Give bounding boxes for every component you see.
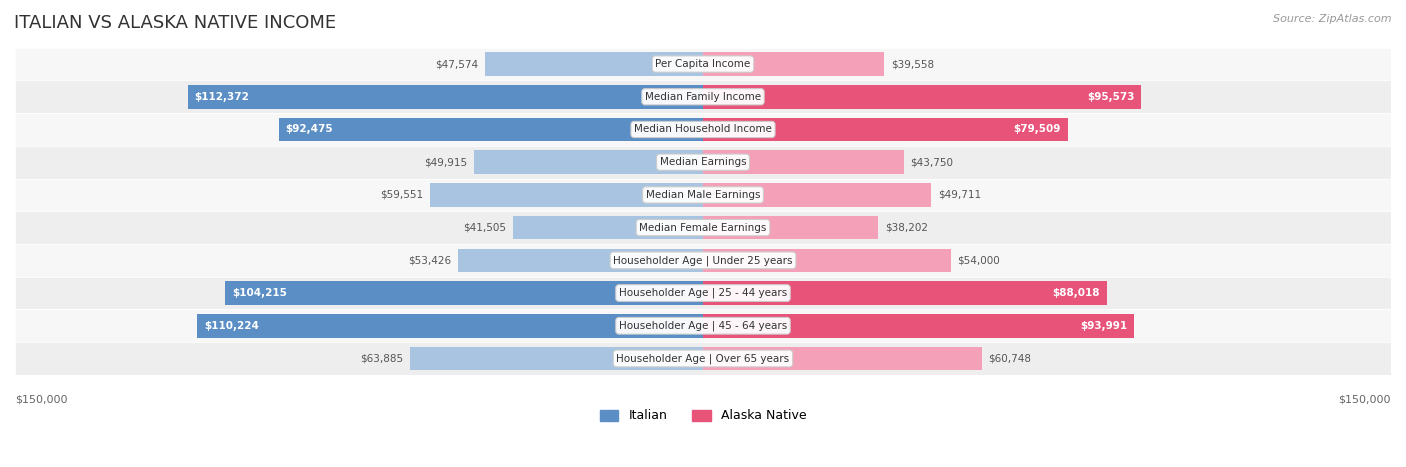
Bar — [703, 216, 879, 240]
Bar — [703, 52, 884, 76]
Bar — [513, 216, 703, 240]
Text: $104,215: $104,215 — [232, 288, 287, 298]
Text: $43,750: $43,750 — [911, 157, 953, 167]
Text: Householder Age | 45 - 64 years: Householder Age | 45 - 64 years — [619, 320, 787, 331]
FancyBboxPatch shape — [15, 80, 1391, 113]
Legend: Italian, Alaska Native: Italian, Alaska Native — [595, 404, 811, 427]
Bar — [278, 118, 703, 141]
Bar — [197, 314, 703, 338]
Text: $54,000: $54,000 — [957, 255, 1000, 265]
Text: Source: ZipAtlas.com: Source: ZipAtlas.com — [1274, 14, 1392, 24]
Text: $93,991: $93,991 — [1080, 321, 1128, 331]
Bar — [703, 281, 1107, 305]
Text: $49,711: $49,711 — [938, 190, 981, 200]
Text: Householder Age | 25 - 44 years: Householder Age | 25 - 44 years — [619, 288, 787, 298]
FancyBboxPatch shape — [15, 146, 1391, 178]
Text: $39,558: $39,558 — [891, 59, 935, 69]
Bar — [187, 85, 703, 108]
Bar — [703, 85, 1142, 108]
FancyBboxPatch shape — [15, 244, 1391, 277]
Bar — [703, 150, 904, 174]
Bar — [411, 347, 703, 370]
Text: $110,224: $110,224 — [204, 321, 259, 331]
Text: Median Earnings: Median Earnings — [659, 157, 747, 167]
Text: $150,000: $150,000 — [1339, 395, 1391, 404]
Bar — [225, 281, 703, 305]
Text: Householder Age | Over 65 years: Householder Age | Over 65 years — [616, 353, 790, 364]
Text: $53,426: $53,426 — [408, 255, 451, 265]
Text: ITALIAN VS ALASKA NATIVE INCOME: ITALIAN VS ALASKA NATIVE INCOME — [14, 14, 336, 32]
Text: Per Capita Income: Per Capita Income — [655, 59, 751, 69]
FancyBboxPatch shape — [15, 342, 1391, 375]
Text: $59,551: $59,551 — [380, 190, 423, 200]
Text: $112,372: $112,372 — [194, 92, 249, 102]
Text: $79,509: $79,509 — [1014, 125, 1060, 134]
FancyBboxPatch shape — [15, 113, 1391, 146]
Text: $88,018: $88,018 — [1052, 288, 1099, 298]
Text: $41,505: $41,505 — [463, 223, 506, 233]
Text: Median Male Earnings: Median Male Earnings — [645, 190, 761, 200]
Text: $92,475: $92,475 — [285, 125, 333, 134]
Bar — [430, 183, 703, 207]
Text: Median Female Earnings: Median Female Earnings — [640, 223, 766, 233]
Bar — [703, 118, 1067, 141]
Bar — [474, 150, 703, 174]
Bar — [703, 347, 981, 370]
Bar — [703, 314, 1135, 338]
FancyBboxPatch shape — [15, 178, 1391, 211]
Bar — [485, 52, 703, 76]
Text: $150,000: $150,000 — [15, 395, 67, 404]
FancyBboxPatch shape — [15, 277, 1391, 310]
FancyBboxPatch shape — [15, 310, 1391, 342]
Text: Median Family Income: Median Family Income — [645, 92, 761, 102]
Text: $95,573: $95,573 — [1087, 92, 1135, 102]
Text: $49,915: $49,915 — [425, 157, 467, 167]
Bar — [458, 248, 703, 272]
Bar — [703, 248, 950, 272]
FancyBboxPatch shape — [15, 48, 1391, 80]
Text: $47,574: $47,574 — [434, 59, 478, 69]
FancyBboxPatch shape — [15, 211, 1391, 244]
Text: $63,885: $63,885 — [360, 354, 404, 363]
Text: $38,202: $38,202 — [886, 223, 928, 233]
Text: $60,748: $60,748 — [988, 354, 1032, 363]
Bar — [703, 183, 931, 207]
Text: Householder Age | Under 25 years: Householder Age | Under 25 years — [613, 255, 793, 266]
Text: Median Household Income: Median Household Income — [634, 125, 772, 134]
